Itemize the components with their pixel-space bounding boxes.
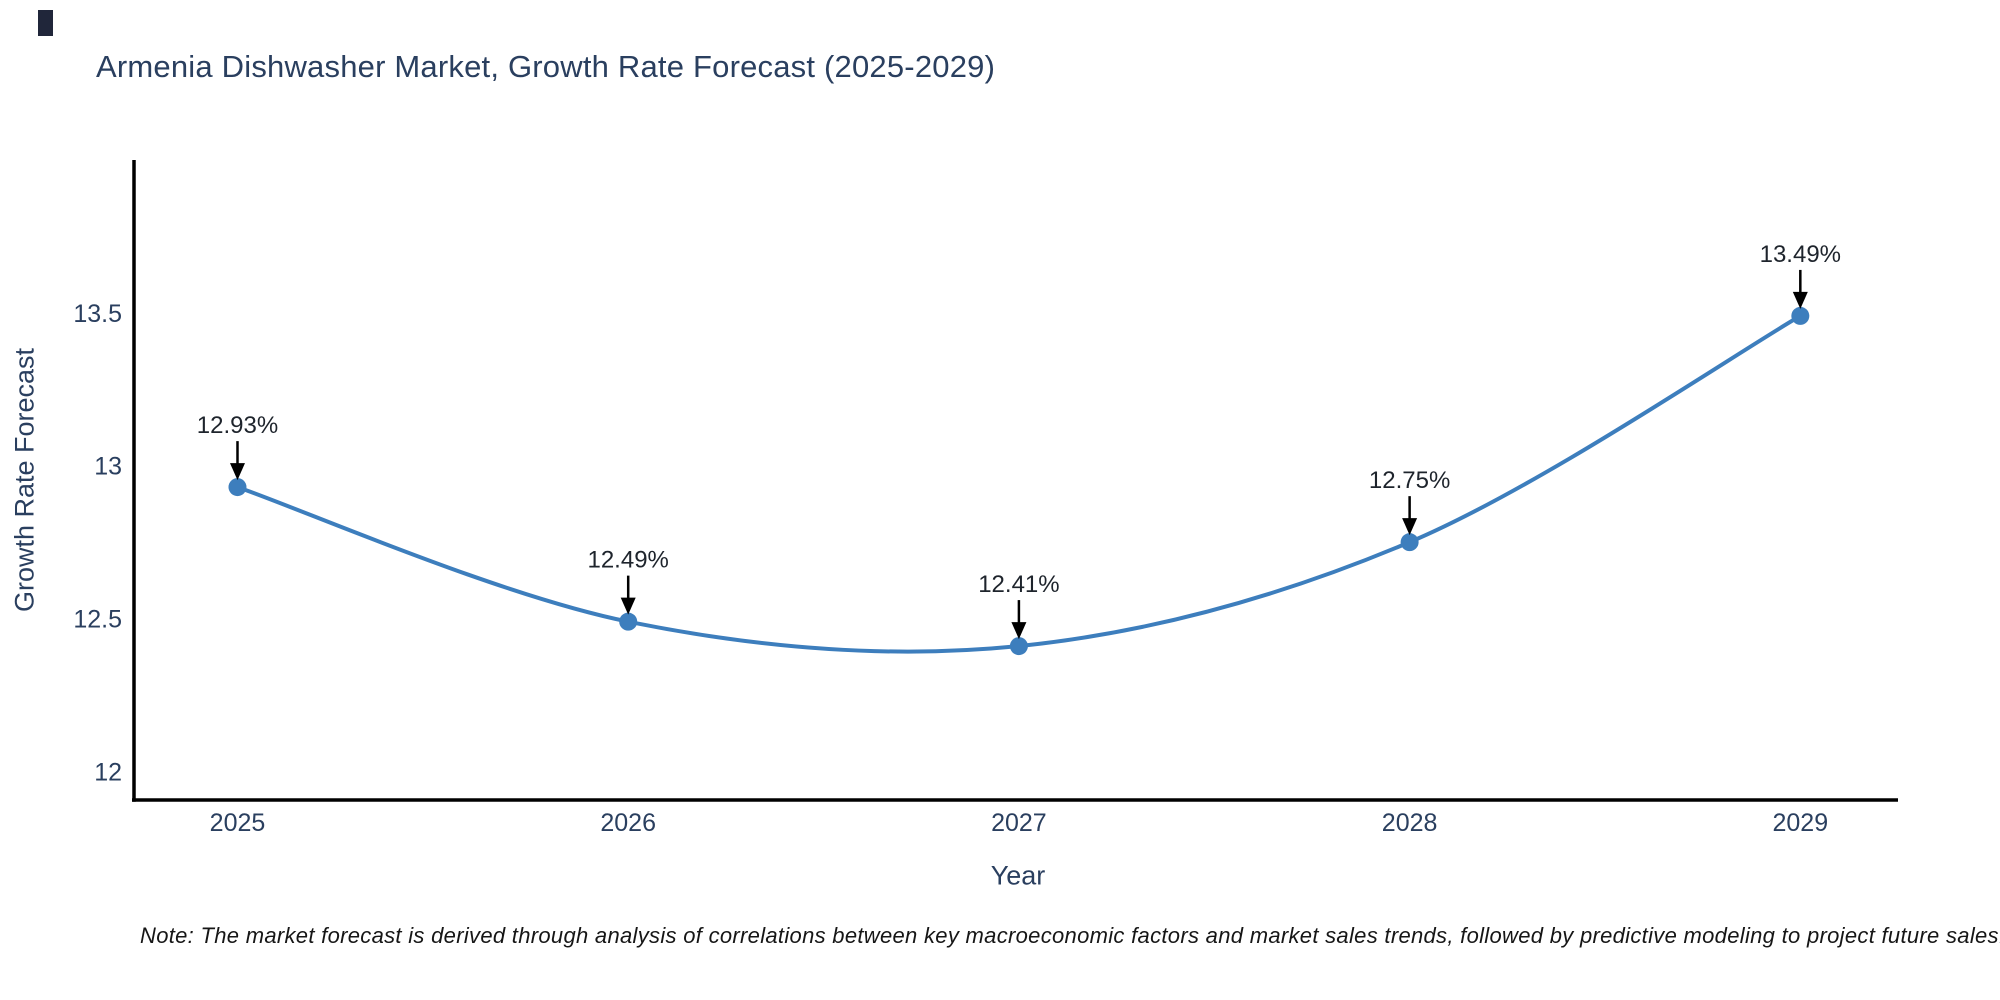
chart-title: Armenia Dishwasher Market, Growth Rate F… [96,49,996,84]
footnote: Note: The market forecast is derived thr… [140,923,2000,948]
x-tick-label: 2026 [600,809,656,837]
data-point-label: 12.75% [1369,467,1450,494]
data-point-marker [1400,533,1419,552]
annotation-arrowhead-icon [1402,518,1418,536]
caret-artifact [38,10,53,36]
x-tick-label: 2028 [1382,809,1438,837]
annotation-arrowhead-icon [1792,291,1808,309]
y-tick-label: 13.5 [73,300,122,328]
data-point-marker [1791,306,1810,325]
data-point-label: 12.41% [978,571,1059,598]
x-tick-label: 2029 [1773,809,1829,837]
data-point-label: 13.49% [1760,241,1841,268]
x-tick-label: 2025 [210,809,266,837]
y-tick-label: 13 [94,453,122,481]
y-tick-label: 12.5 [73,606,122,634]
data-point-marker [228,478,247,497]
annotation-arrowhead-icon [1011,622,1027,640]
data-point-marker [619,612,638,631]
data-point-label: 12.49% [587,547,668,574]
annotation-arrowhead-icon [620,597,636,615]
y-tick-label: 12 [94,758,122,786]
annotation-arrowhead-icon [229,463,245,481]
data-point-marker [1009,637,1028,656]
x-tick-label: 2027 [991,809,1047,837]
data-point-label: 12.93% [197,412,278,439]
x-axis-title: Year [990,860,1046,891]
